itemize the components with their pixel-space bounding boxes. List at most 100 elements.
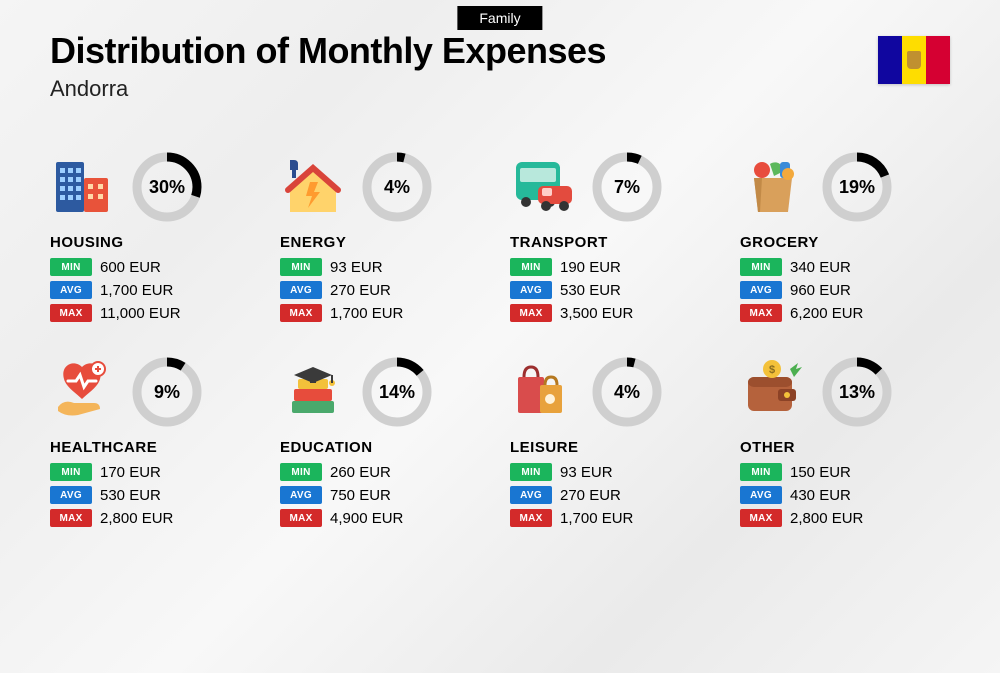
min-badge: MIN (510, 463, 552, 481)
percent-label: 4% (360, 150, 434, 224)
card-header: 30% (50, 150, 260, 224)
stat-min-row: MIN 93 EUR (280, 258, 490, 276)
stat-avg-row: AVG 750 EUR (280, 486, 490, 504)
percent-label: 9% (130, 355, 204, 429)
stat-avg-row: AVG 960 EUR (740, 281, 950, 299)
page-subtitle: Andorra (50, 76, 606, 102)
max-badge: MAX (50, 304, 92, 322)
max-badge: MAX (280, 509, 322, 527)
percent-label: 13% (820, 355, 894, 429)
category-card: 9% HEALTHCARE MIN 170 EUR AVG 530 EUR MA… (50, 355, 260, 532)
category-card: 4% ENERGY MIN 93 EUR AVG 270 EUR MAX 1,7… (280, 150, 490, 327)
category-name: TRANSPORT (510, 234, 720, 251)
avg-value: 750 EUR (330, 487, 391, 504)
min-value: 260 EUR (330, 464, 391, 481)
stat-avg-row: AVG 270 EUR (280, 281, 490, 299)
min-value: 93 EUR (330, 259, 383, 276)
stat-min-row: MIN 600 EUR (50, 258, 260, 276)
min-value: 600 EUR (100, 259, 161, 276)
country-flag (878, 36, 950, 84)
card-header: 4% (510, 355, 720, 429)
avg-badge: AVG (510, 486, 552, 504)
bus-car-icon (510, 154, 576, 220)
heart-hand-icon (50, 359, 116, 425)
category-name: EDUCATION (280, 439, 490, 456)
stat-max-row: MAX 3,500 EUR (510, 304, 720, 322)
flag-stripe-right (926, 36, 950, 84)
min-badge: MIN (50, 258, 92, 276)
avg-value: 270 EUR (330, 282, 391, 299)
percent-donut: 19% (820, 150, 894, 224)
percent-label: 30% (130, 150, 204, 224)
flag-stripe-center (902, 36, 926, 84)
flag-stripe-left (878, 36, 902, 84)
min-badge: MIN (280, 258, 322, 276)
card-header: 9% (50, 355, 260, 429)
min-value: 93 EUR (560, 464, 613, 481)
title-block: Distribution of Monthly Expenses Andorra (50, 30, 606, 102)
grocery-bag-icon (740, 154, 806, 220)
avg-badge: AVG (50, 486, 92, 504)
flag-coat-of-arms (907, 51, 921, 69)
category-name: HEALTHCARE (50, 439, 260, 456)
avg-value: 1,700 EUR (100, 282, 173, 299)
min-value: 190 EUR (560, 259, 621, 276)
category-card: 19% GROCERY MIN 340 EUR AVG 960 EUR MAX … (740, 150, 950, 327)
max-value: 1,700 EUR (330, 305, 403, 322)
stat-max-row: MAX 1,700 EUR (510, 509, 720, 527)
min-badge: MIN (740, 258, 782, 276)
percent-label: 14% (360, 355, 434, 429)
stat-max-row: MAX 2,800 EUR (50, 509, 260, 527)
svg-text:$: $ (769, 364, 775, 376)
max-value: 1,700 EUR (560, 510, 633, 527)
max-badge: MAX (740, 509, 782, 527)
wallet-icon: $ (740, 359, 806, 425)
stat-avg-row: AVG 430 EUR (740, 486, 950, 504)
percent-label: 4% (590, 355, 664, 429)
avg-badge: AVG (280, 486, 322, 504)
stat-avg-row: AVG 530 EUR (50, 486, 260, 504)
avg-value: 270 EUR (560, 487, 621, 504)
avg-value: 960 EUR (790, 282, 851, 299)
min-badge: MIN (50, 463, 92, 481)
max-value: 3,500 EUR (560, 305, 633, 322)
energy-house-icon (280, 154, 346, 220)
max-badge: MAX (280, 304, 322, 322)
buildings-icon (50, 154, 116, 220)
avg-value: 430 EUR (790, 487, 851, 504)
category-card: 14% EDUCATION MIN 260 EUR AVG 750 EUR MA… (280, 355, 490, 532)
avg-badge: AVG (280, 281, 322, 299)
percent-label: 7% (590, 150, 664, 224)
avg-badge: AVG (740, 486, 782, 504)
stat-avg-row: AVG 270 EUR (510, 486, 720, 504)
percent-donut: 13% (820, 355, 894, 429)
header: Distribution of Monthly Expenses Andorra (50, 30, 950, 102)
category-card: 30% HOUSING MIN 600 EUR AVG 1,700 EUR MA… (50, 150, 260, 327)
max-value: 2,800 EUR (790, 510, 863, 527)
stat-max-row: MAX 4,900 EUR (280, 509, 490, 527)
avg-badge: AVG (740, 281, 782, 299)
stat-min-row: MIN 93 EUR (510, 463, 720, 481)
max-value: 6,200 EUR (790, 305, 863, 322)
min-value: 170 EUR (100, 464, 161, 481)
max-badge: MAX (510, 304, 552, 322)
percent-donut: 14% (360, 355, 434, 429)
stat-min-row: MIN 260 EUR (280, 463, 490, 481)
stat-max-row: MAX 1,700 EUR (280, 304, 490, 322)
category-name: HOUSING (50, 234, 260, 251)
avg-badge: AVG (510, 281, 552, 299)
percent-donut: 4% (590, 355, 664, 429)
min-badge: MIN (280, 463, 322, 481)
card-header: $ 13% (740, 355, 950, 429)
min-value: 150 EUR (790, 464, 851, 481)
min-value: 340 EUR (790, 259, 851, 276)
percent-donut: 30% (130, 150, 204, 224)
stat-min-row: MIN 190 EUR (510, 258, 720, 276)
percent-donut: 7% (590, 150, 664, 224)
category-tag: Family (457, 6, 542, 30)
card-header: 14% (280, 355, 490, 429)
max-badge: MAX (740, 304, 782, 322)
stat-max-row: MAX 2,800 EUR (740, 509, 950, 527)
category-name: OTHER (740, 439, 950, 456)
stat-min-row: MIN 340 EUR (740, 258, 950, 276)
